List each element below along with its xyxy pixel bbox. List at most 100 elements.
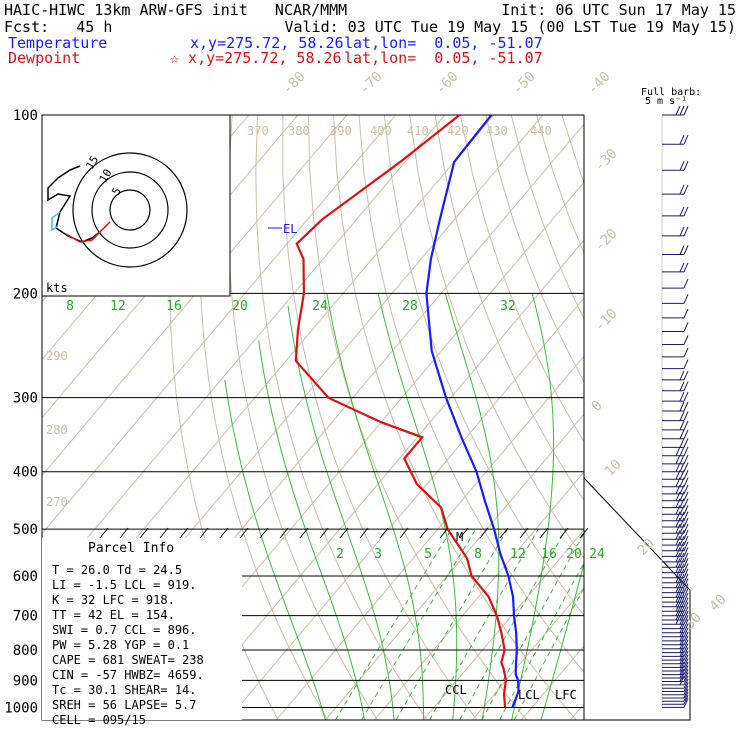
- barb-flag: [679, 105, 685, 116]
- barb-flag: [683, 627, 689, 638]
- barb-flag: [675, 568, 681, 578]
- barb-flag: [679, 588, 685, 598]
- hatch-mark: [579, 527, 589, 539]
- dry-adiabat-line: [714, 115, 740, 720]
- hatch-mark: [299, 527, 309, 539]
- barb-flag: [679, 643, 685, 653]
- barb-flag: [683, 335, 689, 345]
- barb-flag: [679, 511, 685, 521]
- barb-flag: [683, 672, 689, 682]
- mixing-ratio-label-lower: 2: [336, 547, 344, 562]
- barb-flag: [679, 429, 685, 440]
- wind-barb: [662, 470, 689, 480]
- isotherm-line: [570, 703, 584, 720]
- pressure-tick-label: 600: [13, 569, 38, 585]
- dry-adiabat-line: [561, 115, 584, 184]
- wind-barb: [662, 647, 689, 657]
- isotherm-label: -80: [280, 69, 309, 98]
- barb-flag: [675, 491, 681, 502]
- hatch-mark: [119, 527, 129, 539]
- barb-flag: [683, 592, 689, 603]
- hatch-mark: [99, 527, 109, 539]
- barb-flag: [679, 661, 685, 672]
- hatch-mark: [279, 527, 289, 539]
- barb-flag: [675, 484, 681, 495]
- wind-barb: [662, 294, 689, 304]
- theta-label: 380: [288, 124, 310, 138]
- parcel-info-row: T = 26.0 Td = 24.5: [52, 563, 182, 577]
- barb-flag: [679, 573, 685, 584]
- barb-flag: [679, 619, 685, 629]
- barb-flag: [683, 558, 689, 568]
- barb-flag: [679, 654, 685, 665]
- wind-barb: [662, 668, 689, 679]
- barb-flag: [683, 665, 689, 675]
- freezing-level-label: M: [456, 530, 463, 544]
- dewpoint-line: [294, 115, 508, 708]
- theta-label: 420: [447, 124, 469, 138]
- dry-adiabat-line: [333, 115, 577, 720]
- mixing-ratio-label-upper: 8: [66, 299, 74, 314]
- wind-barb: [662, 391, 689, 402]
- lcl-label: LCL: [518, 688, 540, 702]
- frame-extension: [583, 477, 691, 721]
- mixing-ratio-line: [395, 528, 509, 720]
- hatch-mark: [399, 527, 409, 539]
- parcel-info-row: PW = 5.28 YGP = 0.1: [52, 638, 189, 652]
- barb-flag: [683, 462, 689, 472]
- hatch-mark: [159, 527, 169, 539]
- barb-flag: [675, 592, 681, 603]
- moist-adiabat-line: [326, 293, 424, 720]
- wind-barb: [662, 322, 689, 332]
- barb-flag: [683, 262, 689, 273]
- wind-barb: [662, 615, 689, 625]
- barb-flag: [683, 470, 689, 480]
- barb-flag: [683, 695, 689, 705]
- barb-flag: [679, 635, 685, 646]
- hatch-mark: [139, 527, 149, 539]
- isotherm-label: 0: [589, 398, 606, 415]
- barb-flag: [679, 438, 685, 448]
- parcel-info-row: SREH = 56 LAPSE= 5.7: [52, 698, 197, 712]
- barb-flag: [683, 511, 689, 521]
- barb-flag: [679, 675, 685, 686]
- barb-flag: [675, 535, 681, 546]
- parcel-info-row: LI = -1.5 LCL = 919.: [52, 578, 197, 592]
- wind-barb: [662, 601, 689, 612]
- barb-flag: [679, 401, 685, 412]
- isotherm-label: 20: [635, 536, 658, 559]
- hodograph-ring-label: 10: [97, 167, 115, 185]
- barb-unit: 5 m s⁻¹: [645, 96, 687, 107]
- wind-barb: [662, 675, 689, 686]
- wind-barb: [662, 643, 689, 654]
- theta-label: 440: [530, 124, 552, 138]
- barb-flag: [675, 517, 681, 528]
- barb-flag: [683, 541, 689, 552]
- wind-barb: [662, 635, 689, 646]
- theta-label: 430: [486, 124, 508, 138]
- barb-flag: [679, 491, 685, 502]
- pressure-tick-label: 700: [13, 609, 38, 625]
- barb-flag: [675, 446, 681, 457]
- isotherm-label: -50: [510, 69, 539, 98]
- dry-adiabat-line: [198, 115, 329, 720]
- barb-flag: [679, 523, 685, 534]
- legend-temperature: Temperature: [8, 34, 108, 52]
- barb-flag: [683, 206, 689, 217]
- mixing-ratio-label-lower: 8: [474, 547, 482, 562]
- barb-flag: [679, 535, 685, 546]
- parcel-info-title: Parcel Info: [88, 541, 174, 556]
- legend-dewpoint-xy: ☆ x,y=275.72, 58.26: [170, 49, 342, 67]
- dry-adiabat-line: [307, 115, 527, 720]
- barb-flag: [683, 688, 689, 699]
- wind-barb: [662, 623, 689, 634]
- barb-flag: [683, 606, 689, 616]
- barb-flag: [683, 322, 689, 332]
- wind-barb: [662, 682, 689, 692]
- hodograph-trace-mid: [51, 211, 61, 232]
- wind-barb: [662, 541, 689, 552]
- moist-adiabat-line: [444, 293, 500, 720]
- barb-flag: [679, 184, 685, 195]
- moist-adiabat-line: [287, 305, 395, 720]
- hatch-mark: [199, 527, 209, 539]
